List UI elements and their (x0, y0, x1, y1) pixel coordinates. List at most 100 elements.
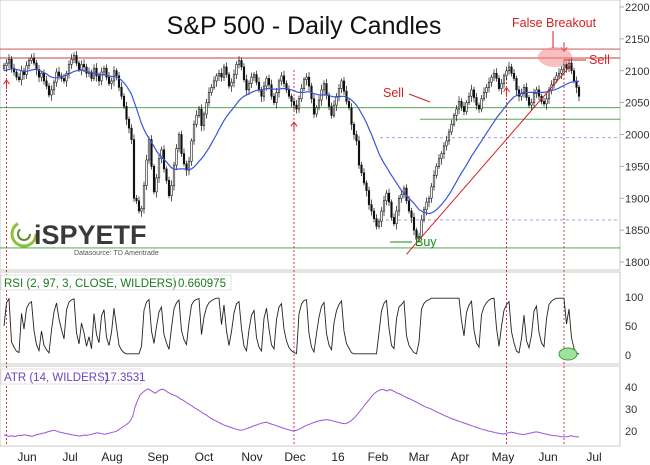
candle (40, 70, 43, 82)
candle-body (210, 87, 213, 93)
candle-body (137, 200, 141, 212)
candle (107, 72, 111, 87)
candle (417, 232, 421, 243)
candle-body (457, 101, 461, 110)
candle-body (367, 190, 371, 205)
price-axis: 1800 1850 1900 1950 2000 2050 2100 2150 2200 (620, 2, 649, 269)
candle (490, 74, 493, 87)
candle (390, 199, 393, 221)
candle-body (450, 124, 453, 133)
candle (197, 105, 201, 118)
candle-body (490, 76, 493, 83)
rsi-axis: 0 50 100 (625, 292, 643, 362)
candle-body (305, 76, 308, 80)
candle-body (5, 62, 8, 66)
candle (170, 180, 173, 202)
candle (250, 72, 253, 88)
candle-body (425, 201, 428, 211)
candle-body (295, 104, 298, 110)
candle-body (265, 78, 268, 87)
candle-body (205, 102, 208, 115)
candle-body (487, 81, 491, 88)
candle-body (400, 194, 403, 199)
candle (337, 84, 341, 102)
candle (335, 93, 338, 111)
candle-body (365, 182, 368, 191)
atr-label: ATR (14, WILDERS) (4, 372, 109, 384)
candle (150, 135, 153, 170)
candle-body (57, 71, 61, 77)
candle (122, 93, 126, 109)
candle (152, 163, 156, 195)
candle-body (470, 89, 473, 97)
candle (410, 207, 413, 224)
candle-body (307, 76, 311, 87)
candle-body (437, 158, 441, 167)
candle-body (482, 92, 486, 100)
candle (282, 70, 286, 88)
candle (32, 52, 36, 66)
price-tick-7: 2150 (625, 34, 649, 46)
candle (80, 60, 83, 76)
price-tick-8: 2200 (625, 2, 649, 14)
candle (172, 161, 176, 191)
candle (470, 84, 473, 102)
candle-body (82, 64, 86, 68)
candle (487, 77, 491, 93)
candle (557, 68, 561, 79)
candle-body (235, 64, 238, 75)
candle (117, 72, 121, 92)
candle (5, 59, 8, 72)
candle (532, 88, 536, 108)
candle (15, 69, 18, 81)
candle-body (512, 73, 516, 79)
candle-body (220, 73, 223, 78)
candle-body (357, 140, 361, 166)
candle-body (332, 104, 336, 116)
candle-body (25, 65, 28, 75)
x-axis: Jun Jul Aug Sep Oct Nov Dec 16 Feb Mar Apr May Jun Ju… (17, 450, 601, 464)
candle-body (177, 134, 181, 149)
candle-body (520, 93, 523, 97)
candle-body (45, 80, 48, 87)
candle-body (215, 75, 218, 82)
candle (12, 63, 16, 76)
candle (495, 68, 498, 82)
candle-body (300, 88, 303, 100)
candle (307, 72, 311, 92)
candle-body (115, 70, 118, 77)
candle-body (462, 106, 466, 112)
candle-body (465, 102, 468, 112)
candle-body (502, 75, 506, 84)
candle (212, 76, 216, 90)
rsi-tick-0: 0 (625, 350, 631, 362)
candle (370, 199, 373, 216)
candle-body (90, 71, 93, 79)
candle-body (342, 80, 346, 92)
candle (385, 189, 388, 206)
candle (100, 67, 103, 86)
candle (2, 63, 6, 71)
logo-swirl-icon (10, 220, 38, 248)
candle (522, 84, 526, 98)
candle-body (217, 73, 221, 77)
candle (427, 195, 431, 208)
candle (70, 54, 73, 69)
candle-body (522, 87, 526, 94)
price-tick-3: 1950 (625, 161, 649, 173)
candle-body (292, 101, 296, 106)
candle-body (515, 78, 518, 91)
candle (145, 154, 148, 190)
candle (350, 103, 353, 131)
candle-body (447, 131, 451, 142)
rsi-low-marker (558, 347, 578, 361)
candle-body (557, 73, 561, 77)
candle (247, 80, 251, 95)
logo-datasource: Datasource: TD Ameritrade (74, 250, 159, 257)
candle (305, 73, 308, 86)
candle (387, 188, 391, 206)
candle-body (532, 93, 536, 103)
candle (232, 69, 236, 88)
candle (317, 96, 321, 111)
candle-body (40, 73, 43, 78)
